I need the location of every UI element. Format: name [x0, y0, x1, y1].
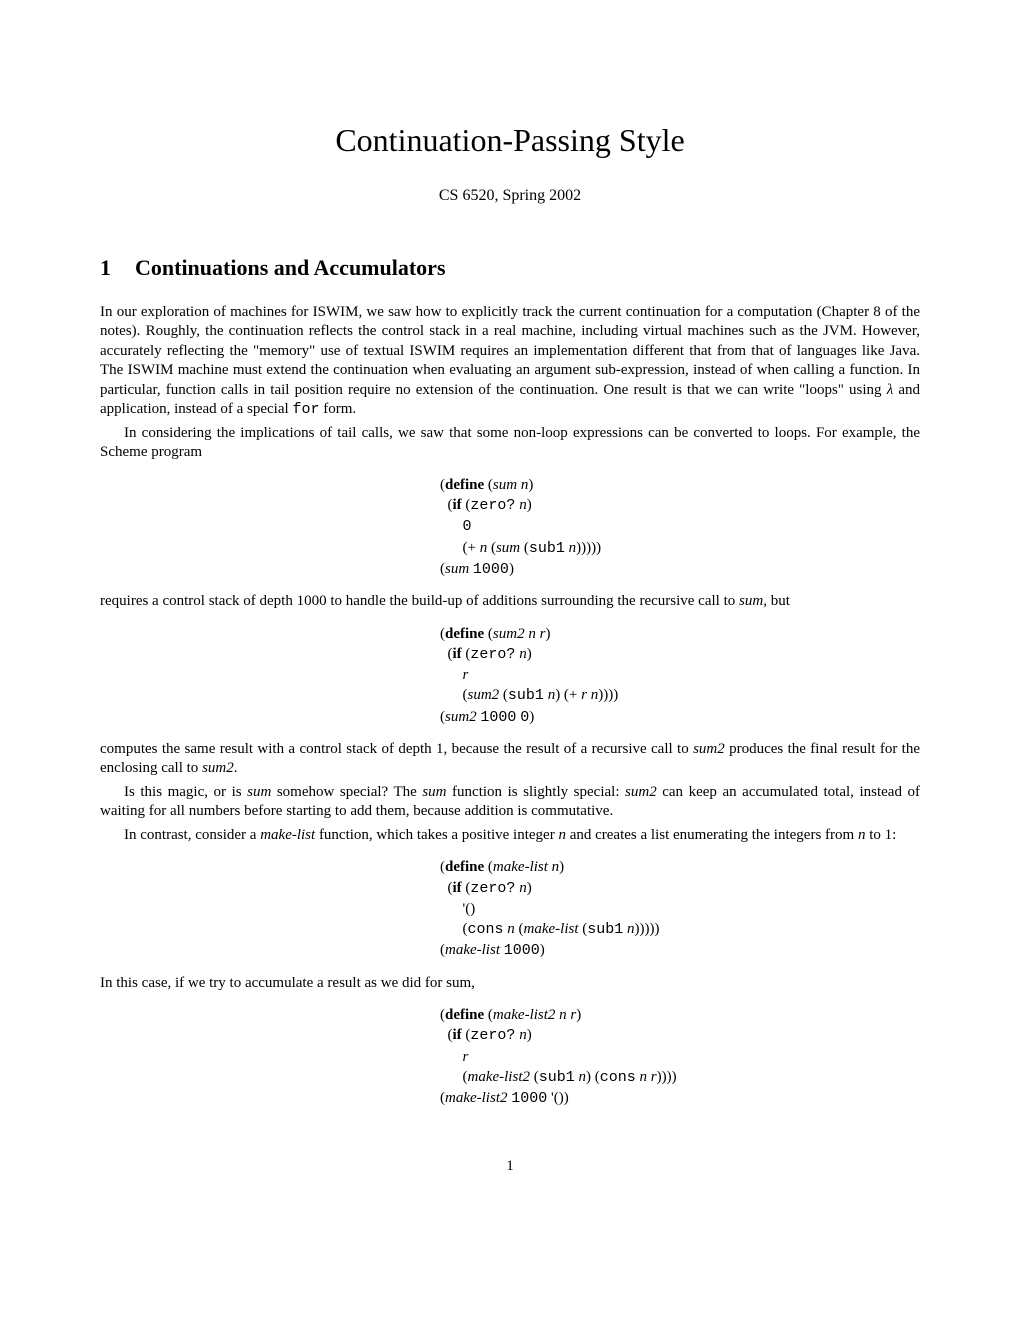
section-heading: 1 Continuations and Accumulators [100, 254, 920, 283]
body-text: Is this magic, or is [124, 784, 247, 800]
italic-sum: sum [739, 593, 763, 609]
body-text: computes the same result with a control … [100, 741, 693, 757]
body-text: In our exploration of machines for ISWIM… [100, 304, 920, 398]
italic-sum: sum [422, 784, 446, 800]
document-title: Continuation-Passing Style [100, 120, 920, 162]
paragraph-3: requires a control stack of depth 1000 t… [100, 592, 920, 612]
code-block-sum: (define (sum n) (if (zero? n) 0 (+ n (su… [440, 475, 920, 580]
body-text: to 1: [865, 827, 896, 843]
body-text: somehow special? The [271, 784, 422, 800]
body-text: . [234, 760, 238, 776]
page-number: 1 [100, 1157, 920, 1177]
body-text: and creates a list enumerating the integ… [566, 827, 858, 843]
section-title: Continuations and Accumulators [135, 255, 446, 280]
italic-sum2: sum2 [625, 784, 657, 800]
paragraph-7: In this case, if we try to accumulate a … [100, 974, 920, 994]
document-subtitle: CS 6520, Spring 2002 [100, 186, 920, 207]
italic-sum2: sum2 [693, 741, 725, 757]
body-text: In contrast, consider a [124, 827, 260, 843]
body-text: form. [319, 401, 356, 417]
body-text: function, which takes a positive integer [315, 827, 558, 843]
body-text: requires a control stack of depth 1000 t… [100, 593, 739, 609]
italic-sum: sum [247, 784, 271, 800]
paragraph-5: Is this magic, or is sum somehow special… [100, 783, 920, 822]
italic-make-list: make-list [260, 827, 315, 843]
code-inline-for: for [292, 401, 319, 418]
paragraph-1: In our exploration of machines for ISWIM… [100, 303, 920, 420]
paragraph-4: computes the same result with a control … [100, 740, 920, 779]
code-block-make-list2: (define (make-list2 n r) (if (zero? n) r… [440, 1005, 920, 1109]
section-number: 1 [100, 255, 111, 280]
code-block-sum2: (define (sum2 n r) (if (zero? n) r (sum2… [440, 624, 920, 728]
italic-sum2: sum2 [202, 760, 234, 776]
paragraph-6: In contrast, consider a make-list functi… [100, 826, 920, 846]
code-block-make-list: (define (make-list n) (if (zero? n) '() … [440, 857, 920, 961]
italic-n: n [558, 827, 566, 843]
body-text: , but [763, 593, 790, 609]
paragraph-2: In considering the implications of tail … [100, 424, 920, 463]
body-text: function is slightly special: [447, 784, 626, 800]
